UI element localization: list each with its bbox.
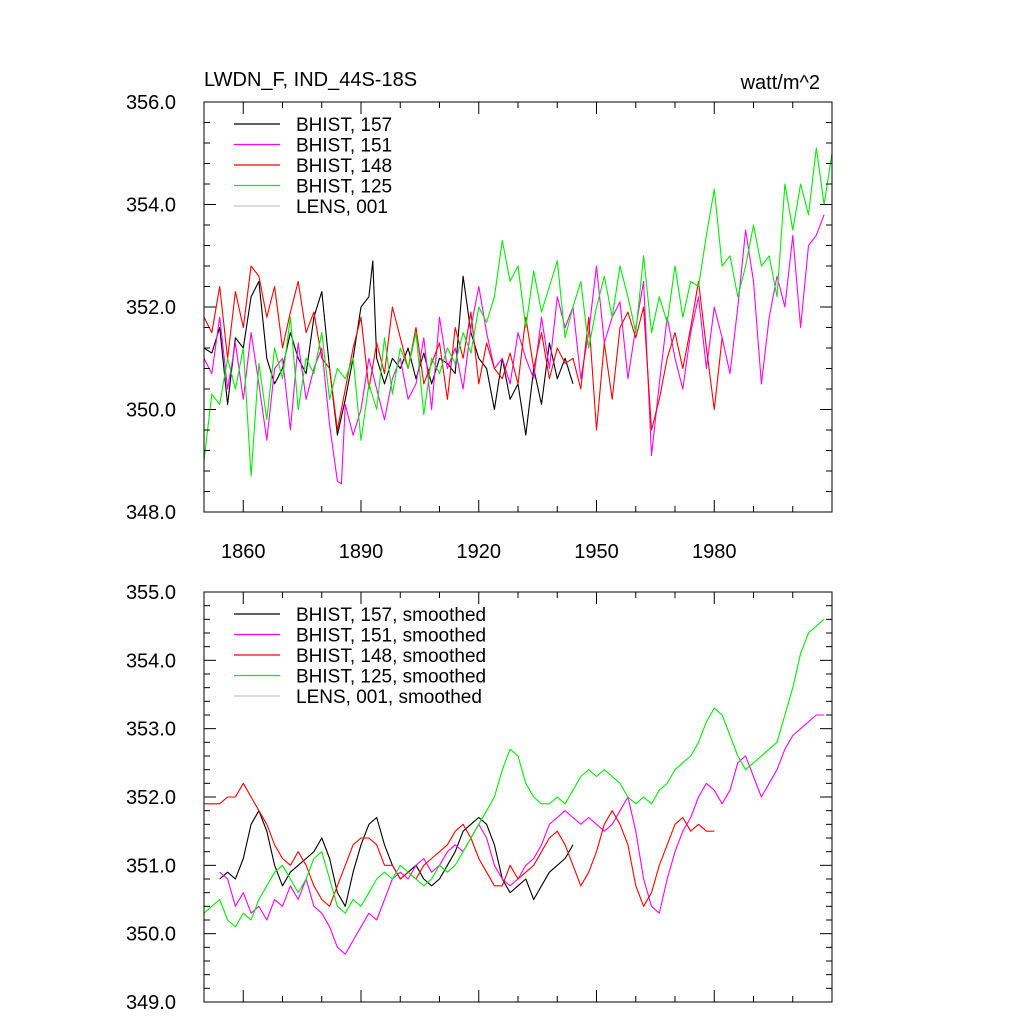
y-tick-label: 354.0 xyxy=(126,650,176,672)
y-tick-label: 350.0 xyxy=(126,924,176,946)
series-line-3 xyxy=(204,782,715,907)
legend-label: BHIST, 148, smoothed xyxy=(296,646,486,667)
legend-label: BHIST, 157, smoothed xyxy=(296,605,486,626)
y-tick-label: 350.0 xyxy=(126,400,176,422)
series-line-2 xyxy=(203,214,825,485)
y-tick-label: 348.0 xyxy=(126,502,176,524)
legend-label: BHIST, 125, smoothed xyxy=(296,667,486,688)
series-line-1 xyxy=(203,260,574,436)
legend-label: BHIST, 157 xyxy=(296,115,392,136)
chart-title: LWDN_F, IND_44S-18S xyxy=(204,69,417,91)
chart-panel-1: 348.0 350.0 352.0 354.0 356.0 1860 1890 1920 195… xyxy=(126,69,833,563)
legend-label: BHIST, 151, smoothed xyxy=(296,626,486,647)
y-tick-label: 349.0 xyxy=(126,992,176,1014)
legend-label: BHIST, 151 xyxy=(296,136,392,157)
y-tick-label: 356.0 xyxy=(126,92,176,114)
x-tick-label: 1950 xyxy=(574,541,619,563)
legend-label: LENS, 001, smoothed xyxy=(296,687,482,708)
y-tick-label: 352.0 xyxy=(126,787,176,809)
y-tick-label: 354.0 xyxy=(126,195,176,217)
x-tick-label: 1980 xyxy=(692,541,737,563)
legend-label: BHIST, 125 xyxy=(296,177,392,198)
chart-panel-2: 349.0 350.0 351.0 352.0 353.0 354.0 355.0 BHIST… xyxy=(126,582,833,1014)
y-tick-label: 351.0 xyxy=(126,855,176,877)
series-line-4 xyxy=(203,147,833,477)
x-tick-label: 1860 xyxy=(221,541,266,563)
series-line-4 xyxy=(203,618,825,928)
series-line-3 xyxy=(203,265,723,431)
y-tick-label: 353.0 xyxy=(126,719,176,741)
series-line-2 xyxy=(219,714,825,955)
y-tick-label: 355.0 xyxy=(126,582,176,604)
units-label: watt/m^2 xyxy=(740,72,820,94)
series-line-1 xyxy=(219,810,574,907)
legend-label: LENS, 001 xyxy=(296,197,388,218)
y-tick-label: 352.0 xyxy=(126,297,176,319)
x-tick-label: 1920 xyxy=(457,541,502,563)
x-tick-label: 1890 xyxy=(339,541,384,563)
legend-label: BHIST, 148 xyxy=(296,156,392,177)
